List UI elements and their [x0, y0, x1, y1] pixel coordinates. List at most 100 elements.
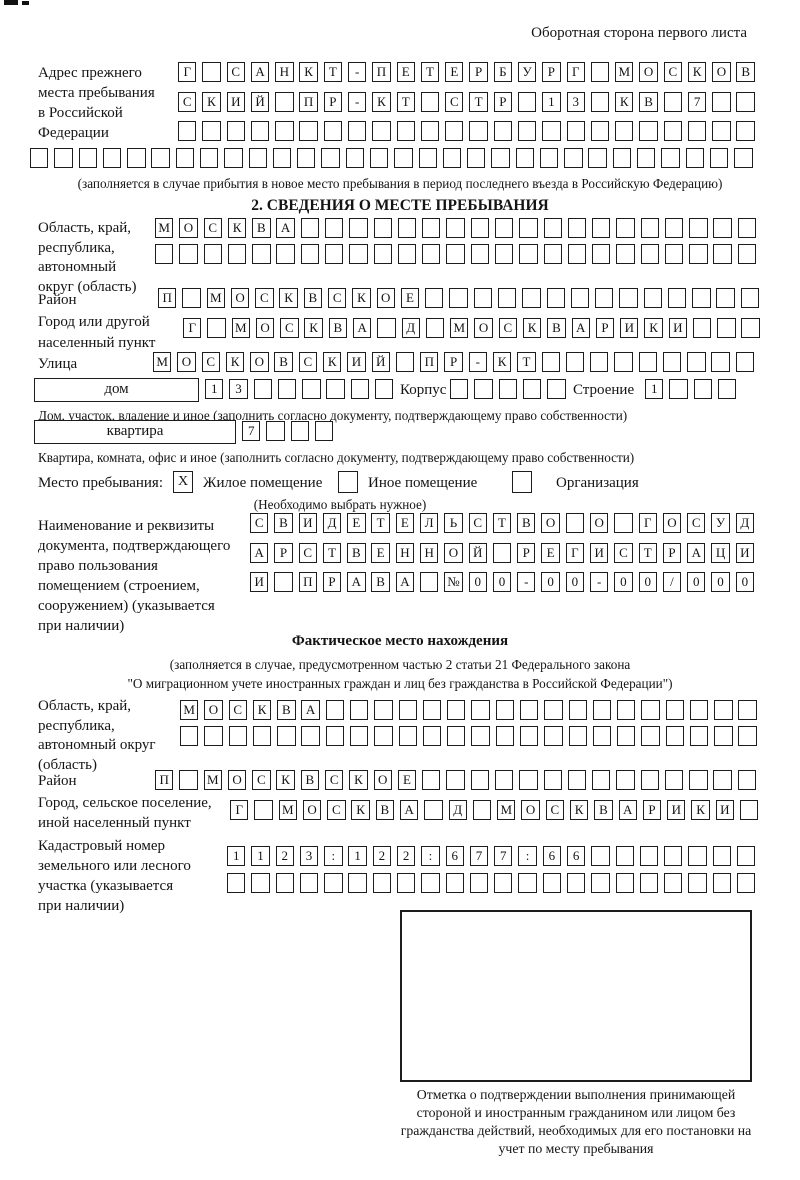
char-cell[interactable]: [422, 244, 441, 264]
char-cell[interactable]: М: [278, 800, 297, 820]
char-cell[interactable]: 1: [227, 846, 246, 866]
char-cell[interactable]: О: [230, 288, 250, 308]
char-cell[interactable]: [519, 700, 539, 720]
char-cell[interactable]: В: [347, 543, 366, 563]
char-cell[interactable]: [202, 121, 221, 141]
char-cell[interactable]: К: [304, 318, 323, 338]
char-cell[interactable]: 1: [348, 846, 367, 866]
char-cell[interactable]: Р: [662, 543, 682, 563]
char-cell[interactable]: Р: [469, 62, 488, 82]
char-cell[interactable]: [616, 244, 635, 264]
char-cell[interactable]: [664, 244, 684, 264]
char-cell[interactable]: [665, 726, 685, 746]
char-cell[interactable]: 0: [614, 572, 633, 592]
char-cell[interactable]: [662, 352, 682, 372]
char-cell[interactable]: Р: [322, 572, 342, 592]
char-cell[interactable]: [522, 379, 542, 399]
char-cell[interactable]: [324, 244, 344, 264]
char-cell[interactable]: М: [206, 288, 225, 308]
char-cell[interactable]: 7: [469, 846, 489, 866]
char-cell[interactable]: [449, 288, 468, 308]
char-cell[interactable]: [395, 352, 415, 372]
char-cell[interactable]: 1: [205, 379, 224, 399]
char-cell[interactable]: М: [231, 318, 250, 338]
char-cell[interactable]: С: [498, 318, 518, 338]
char-cell[interactable]: [227, 244, 247, 264]
char-cell[interactable]: [498, 379, 517, 399]
char-cell[interactable]: К: [352, 288, 371, 308]
char-cell[interactable]: [590, 352, 609, 372]
char-cell[interactable]: :: [518, 846, 537, 866]
char-cell[interactable]: [424, 800, 443, 820]
char-cell[interactable]: [78, 148, 97, 168]
char-cell[interactable]: Т: [638, 543, 657, 563]
char-cell[interactable]: О: [177, 352, 196, 372]
char-cell[interactable]: [494, 244, 514, 264]
char-cell[interactable]: А: [399, 800, 419, 820]
char-cell[interactable]: А: [618, 800, 637, 820]
char-cell[interactable]: А: [352, 318, 372, 338]
char-cell[interactable]: Ц: [711, 543, 730, 563]
char-cell[interactable]: [544, 726, 563, 746]
char-cell[interactable]: [689, 770, 708, 790]
char-cell[interactable]: 7: [242, 421, 261, 441]
char-cell[interactable]: О: [302, 800, 322, 820]
char-cell[interactable]: [471, 700, 490, 720]
char-cell[interactable]: [588, 148, 607, 168]
char-cell[interactable]: А: [571, 318, 590, 338]
char-cell[interactable]: С: [468, 513, 487, 533]
char-cell[interactable]: В: [252, 218, 271, 238]
char-cell[interactable]: 0: [711, 572, 730, 592]
char-cell[interactable]: Б: [493, 62, 513, 82]
char-cell[interactable]: [396, 121, 415, 141]
char-cell[interactable]: В: [594, 800, 613, 820]
char-cell[interactable]: [254, 800, 273, 820]
char-cell[interactable]: [713, 218, 732, 238]
house-box[interactable]: дом: [34, 378, 199, 402]
char-cell[interactable]: [619, 288, 638, 308]
char-cell[interactable]: С: [250, 513, 269, 533]
char-cell[interactable]: Г: [178, 62, 197, 82]
char-cell[interactable]: В: [639, 92, 658, 112]
char-cell[interactable]: [664, 873, 683, 893]
char-cell[interactable]: [321, 148, 340, 168]
char-cell[interactable]: [349, 726, 369, 746]
char-cell[interactable]: [709, 148, 729, 168]
char-cell[interactable]: [590, 92, 610, 112]
char-cell[interactable]: [275, 873, 294, 893]
char-cell[interactable]: [711, 352, 730, 372]
char-cell[interactable]: [302, 379, 321, 399]
char-cell[interactable]: [612, 148, 632, 168]
char-cell[interactable]: [274, 572, 293, 592]
char-cell[interactable]: [615, 873, 634, 893]
char-cell[interactable]: [290, 421, 309, 441]
char-cell[interactable]: Г: [638, 513, 657, 533]
char-cell[interactable]: В: [328, 318, 348, 338]
char-cell[interactable]: [714, 700, 733, 720]
char-cell[interactable]: [692, 288, 711, 308]
char-cell[interactable]: [372, 873, 392, 893]
char-cell[interactable]: 3: [299, 846, 319, 866]
char-cell[interactable]: [664, 218, 684, 238]
char-cell[interactable]: Д: [322, 513, 342, 533]
char-cell[interactable]: :: [421, 846, 440, 866]
char-cell[interactable]: [689, 218, 708, 238]
char-cell[interactable]: О: [589, 513, 609, 533]
char-cell[interactable]: Е: [396, 62, 415, 82]
char-cell[interactable]: [421, 873, 440, 893]
char-cell[interactable]: [616, 218, 635, 238]
char-cell[interactable]: [737, 244, 757, 264]
char-cell[interactable]: [595, 288, 614, 308]
char-cell[interactable]: С: [228, 700, 247, 720]
char-cell[interactable]: [664, 770, 684, 790]
char-cell[interactable]: [471, 726, 490, 746]
char-cell[interactable]: [541, 352, 560, 372]
char-cell[interactable]: [543, 244, 562, 264]
char-cell[interactable]: [693, 379, 712, 399]
char-cell[interactable]: И: [226, 92, 245, 112]
apartment-box[interactable]: квартира: [34, 420, 236, 444]
char-cell[interactable]: [450, 379, 469, 399]
char-cell[interactable]: Д: [401, 318, 420, 338]
char-cell[interactable]: М: [153, 352, 172, 372]
char-cell[interactable]: [372, 121, 391, 141]
